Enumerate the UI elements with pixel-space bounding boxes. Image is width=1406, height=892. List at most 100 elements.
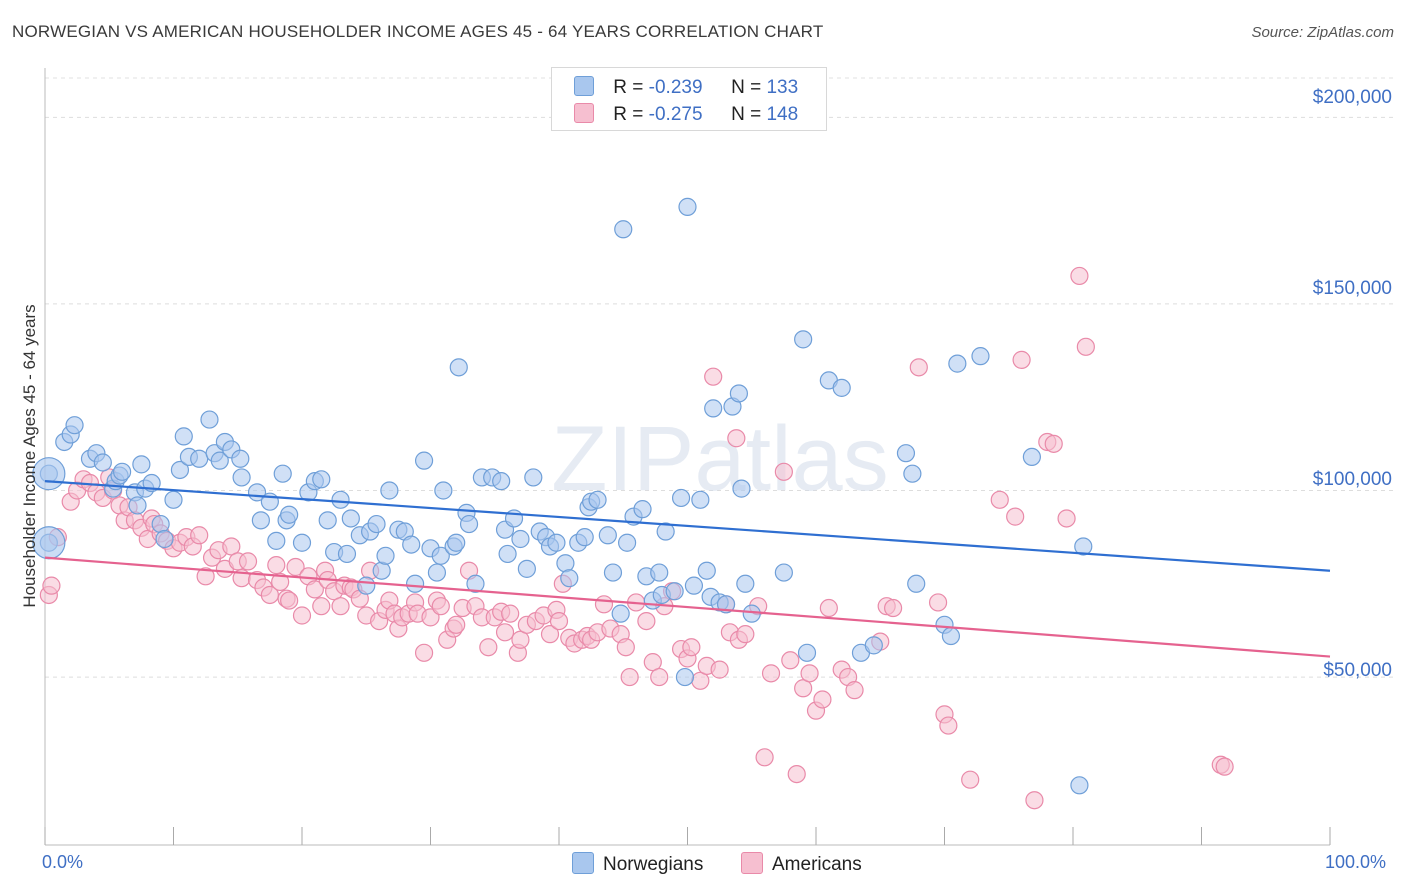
data-point — [331, 597, 350, 616]
data-point — [1025, 791, 1044, 810]
data-point — [447, 615, 466, 634]
data-point — [781, 651, 800, 670]
data-point — [337, 544, 357, 564]
data-point — [174, 427, 193, 446]
legend-label: Norwegians — [603, 854, 704, 875]
data-point — [547, 533, 566, 552]
legend-item-americans[interactable]: Americans — [741, 852, 862, 876]
correlation-legend: R = -0.239 N = 133 R = -0.275 N = 148 — [551, 67, 827, 131]
watermark: ZIPatlas — [551, 408, 888, 510]
data-point — [414, 451, 434, 470]
data-point — [318, 511, 337, 530]
data-point — [405, 574, 425, 593]
data-point — [671, 488, 691, 508]
data-point — [691, 490, 710, 509]
r-label: R = — [613, 77, 649, 98]
data-point — [447, 533, 466, 552]
data-point — [200, 410, 219, 429]
data-point — [684, 576, 704, 595]
data-point — [1070, 776, 1089, 795]
data-point — [434, 481, 453, 500]
data-point — [618, 533, 637, 552]
data-point — [251, 511, 270, 530]
data-point — [164, 490, 183, 509]
data-point — [1022, 447, 1041, 467]
data-point — [286, 557, 305, 577]
data-point — [280, 591, 299, 610]
data-point — [682, 638, 701, 657]
data-point — [742, 604, 761, 623]
data-point — [716, 595, 736, 614]
n-value: 148 — [766, 104, 799, 125]
data-point — [864, 636, 883, 655]
data-point — [797, 643, 817, 662]
data-point — [603, 563, 623, 582]
data-point — [517, 559, 536, 578]
data-point — [616, 638, 635, 657]
y-tick-label: $200,000 — [1312, 87, 1392, 108]
data-point — [367, 514, 386, 534]
y-tick-label: $100,000 — [1312, 469, 1392, 490]
x-tick-label: 0.0% — [42, 852, 84, 872]
data-point — [727, 429, 746, 448]
data-point — [267, 531, 286, 550]
american-points — [39, 266, 1234, 810]
data-point — [729, 384, 749, 403]
data-point — [971, 347, 990, 366]
data-point — [800, 664, 819, 683]
data-point — [736, 625, 755, 644]
data-point — [155, 529, 174, 549]
data-point — [637, 611, 656, 631]
legend-label: Americans — [772, 854, 862, 875]
chart-title: NORWEGIAN VS AMERICAN HOUSEHOLDER INCOME… — [12, 22, 824, 41]
data-point — [466, 574, 485, 593]
data-point — [357, 576, 376, 595]
data-point — [832, 378, 851, 397]
data-point — [620, 667, 639, 687]
data-point — [704, 367, 723, 386]
data-point — [594, 595, 614, 614]
data-point — [427, 563, 447, 582]
data-point — [42, 576, 61, 595]
data-point — [190, 526, 209, 545]
data-point — [883, 598, 903, 618]
data-point — [678, 197, 697, 216]
data-point — [845, 681, 864, 700]
data-point — [380, 481, 399, 500]
data-point — [280, 505, 299, 524]
data-point — [431, 546, 450, 565]
data-point — [273, 464, 292, 483]
data-point — [1215, 757, 1234, 776]
pink-swatch — [741, 852, 763, 874]
data-point — [556, 554, 575, 573]
data-point — [232, 468, 251, 487]
data-point — [650, 667, 669, 687]
data-point — [819, 598, 838, 618]
r-value: -0.275 — [648, 104, 703, 125]
data-point — [292, 533, 312, 552]
data-point — [292, 606, 312, 625]
data-point — [170, 460, 190, 480]
legend-item-norwegians[interactable]: Norwegians — [572, 852, 703, 876]
data-point — [755, 748, 774, 767]
data-point — [376, 546, 395, 565]
data-point — [511, 529, 530, 549]
data-point — [540, 625, 560, 644]
data-point — [312, 597, 331, 616]
y-tick-label: $50,000 — [1323, 660, 1392, 681]
data-point — [611, 604, 630, 623]
data-point — [588, 490, 607, 509]
data-point — [732, 479, 751, 498]
r-value: -0.239 — [648, 77, 703, 98]
r-label: R = — [613, 104, 649, 125]
data-point — [549, 611, 569, 631]
data-point — [210, 451, 229, 470]
data-point — [151, 514, 170, 534]
pink-swatch — [574, 103, 594, 123]
data-point — [928, 593, 948, 612]
data-point — [948, 354, 967, 373]
data-point — [421, 608, 440, 627]
data-point — [633, 500, 652, 519]
legend-row-norwegians: R = -0.239 N = 133 — [574, 76, 798, 100]
